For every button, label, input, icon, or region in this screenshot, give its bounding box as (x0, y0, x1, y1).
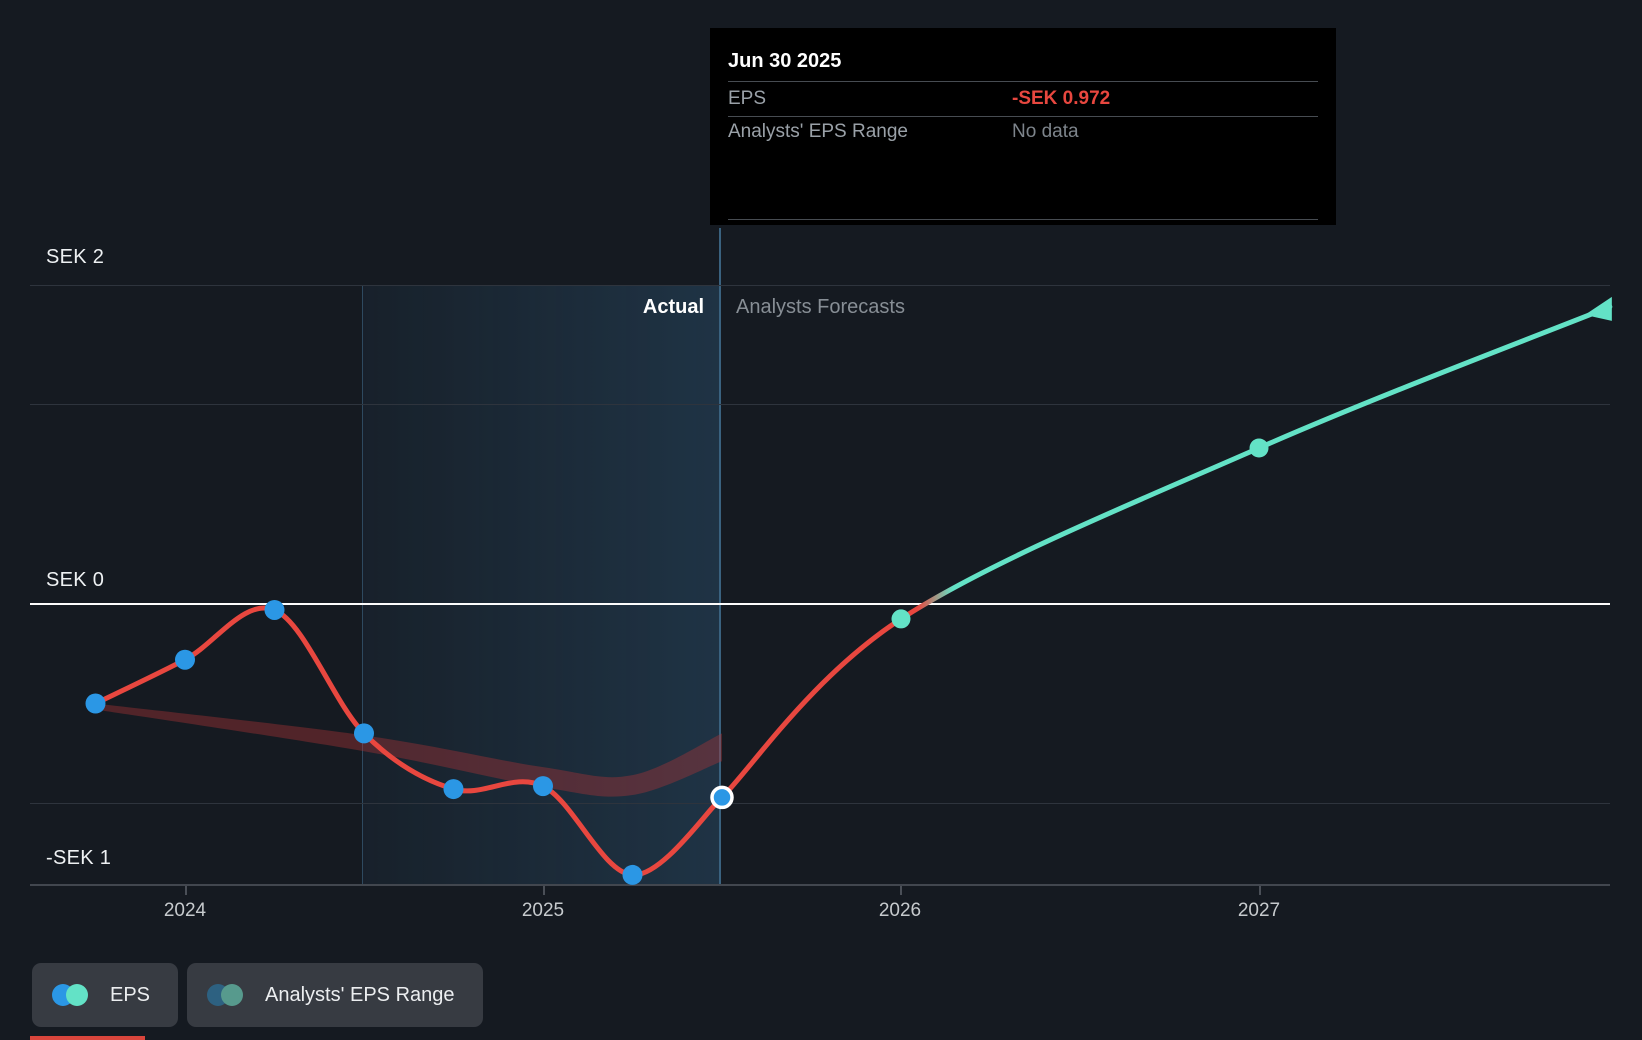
tooltip-eps-label: EPS (728, 88, 766, 110)
x-tick-2026 (900, 886, 902, 895)
eps-series-icon (52, 983, 96, 1007)
actual-point-dec-31-2023[interactable] (175, 650, 195, 670)
legend-eps-label: EPS (110, 984, 150, 1007)
x-tick-2027 (1259, 886, 1261, 895)
legend-item-eps[interactable]: EPS (32, 963, 178, 1027)
actual-section-label: Actual (643, 296, 704, 319)
x-tick-2025 (543, 886, 545, 895)
eps-forecast-chart: SEK 2 SEK 0 -SEK 1 2024 2025 2026 2027 A… (0, 0, 1642, 1040)
tooltip-separator (728, 81, 1318, 82)
actual-point-dec-31-2024[interactable] (533, 776, 553, 796)
x-tick-label-2024: 2024 (164, 900, 206, 922)
x-tick-label-2025: 2025 (522, 900, 564, 922)
actual-point-sep-30-2024[interactable] (444, 779, 464, 799)
tooltip-separator (728, 116, 1318, 117)
y-tick-label-minus-sek1: -SEK 1 (46, 847, 111, 870)
forecasts-section-label: Analysts Forecasts (736, 296, 905, 319)
forecast-point-dec-31-2025[interactable] (892, 609, 911, 628)
gridline-minus-sek1 (30, 803, 1610, 804)
x-axis-line (30, 884, 1610, 886)
tooltip-separator (728, 219, 1318, 220)
legend-analysts-range-label: Analysts' EPS Range (265, 984, 454, 1007)
actual-point-mar-31-2024[interactable] (265, 600, 285, 620)
x-tick-2024 (185, 886, 187, 895)
tooltip-range-label: Analysts' EPS Range (728, 121, 908, 143)
gridline-sek2 (30, 285, 1610, 286)
forecast-point-dec-31-2026[interactable] (1250, 439, 1269, 458)
legend-item-analysts-eps-range[interactable]: Analysts' EPS Range (187, 963, 482, 1027)
partial-element-below-fold (30, 1036, 145, 1040)
analysts-range-series-icon (207, 983, 251, 1007)
actual-point-jun-30-2024[interactable] (354, 723, 374, 743)
legend: EPS Analysts' EPS Range (32, 963, 483, 1027)
tooltip-range-value: No data (1012, 121, 1079, 143)
gridline-sek1 (30, 404, 1610, 405)
tooltip-date: Jun 30 2025 (728, 50, 841, 73)
tooltip-eps-value: -SEK 0.972 (1012, 88, 1110, 110)
selected-actual-point-jun-30-2025[interactable] (712, 787, 732, 807)
actual-point-sep-30-2023[interactable] (86, 694, 106, 714)
actual-point-mar-31-2025[interactable] (623, 865, 643, 885)
y-tick-label-sek2: SEK 2 (46, 246, 104, 269)
eps-forecast-line (722, 307, 1610, 798)
x-tick-label-2027: 2027 (1238, 900, 1280, 922)
y-tick-label-sek0: SEK 0 (46, 569, 104, 592)
hover-tooltip: Jun 30 2025 EPS -SEK 0.972 Analysts' EPS… (710, 28, 1336, 225)
x-tick-label-2026: 2026 (879, 900, 921, 922)
forecast-end-arrow-icon (1585, 297, 1612, 321)
